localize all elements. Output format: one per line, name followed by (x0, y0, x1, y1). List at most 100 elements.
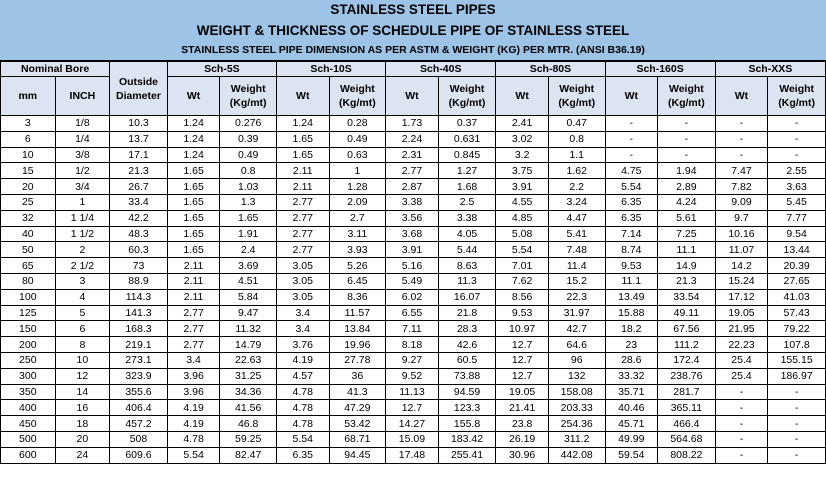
table-cell: 0.63 (328, 146, 387, 164)
table-cell: 40 (0, 225, 56, 243)
table-row: 25 1 33.4 1.65 1.3 2.77 2.09 3.38 2.5 4.55 3.24 6.3… (0, 193, 826, 211)
table-cell: 23.8 (495, 415, 549, 432)
table-cell: - (604, 130, 659, 148)
table-cell: 9.53 (495, 304, 549, 322)
table-cell: 32 (0, 209, 56, 227)
table-cell: 3 (0, 115, 56, 132)
table-cell: 4 (54, 288, 111, 306)
table-cell: 26.19 (495, 430, 549, 448)
table-cell: 12.7 (495, 336, 549, 353)
table-cell: 450 (0, 415, 56, 432)
table-cell: 203.33 (547, 399, 606, 417)
table-cell: 11.4 (547, 257, 606, 274)
table-cell: 7.47 (714, 162, 769, 180)
table-cell: 3 (54, 272, 111, 290)
table-cell: 3.93 (328, 241, 387, 259)
table-cell: 10 (54, 351, 111, 369)
table-cell: 42.7 (547, 320, 606, 338)
header-nominal-bore: Nominal Bore (0, 61, 111, 77)
header-mm: mm (0, 76, 56, 116)
table-cell: 23 (604, 336, 659, 353)
table-cell: 9.47 (219, 304, 277, 322)
table-cell: 47.29 (328, 399, 387, 417)
subheader-row: mm INCH Wt Weight (Kg/mt) Wt Weight (Kg/mt) Wt… (0, 76, 826, 116)
table-cell: 350 (0, 383, 56, 401)
table-cell: 11.07 (714, 241, 769, 259)
header-wt: Wt (604, 76, 659, 116)
table-cell: 1.24 (275, 115, 330, 132)
table-cell: 5.54 (604, 178, 659, 195)
table-cell: - (767, 430, 826, 448)
table-cell: 5.61 (657, 209, 716, 227)
table-cell: 1.65 (166, 178, 221, 195)
table-cell: 3.56 (385, 209, 439, 227)
table-cell: 17.48 (385, 446, 439, 464)
table-cell: 12.7 (495, 367, 549, 385)
table-cell: - (767, 146, 826, 164)
table-cell: 65 (0, 257, 56, 274)
table-cell: 79.22 (767, 320, 826, 338)
table-cell: 1.65 (166, 162, 221, 180)
table-cell: 155.8 (437, 415, 497, 432)
table-cell: - (657, 146, 716, 164)
table-cell: 0.39 (219, 130, 277, 148)
table-cell: 2.11 (166, 288, 221, 306)
table-cell: 4.47 (547, 209, 606, 227)
table-cell: 111.2 (657, 336, 716, 353)
table-cell: 457.2 (109, 415, 168, 432)
page-caption: STAINLESS STEEL PIPE DIMENSION AS PER AS… (181, 44, 645, 56)
table-cell: 0.8 (219, 162, 277, 180)
table-cell: 21.95 (714, 320, 769, 338)
table-cell: 5.54 (275, 430, 330, 448)
table-cell: 13.49 (604, 288, 659, 306)
table-cell: 1.91 (219, 225, 277, 243)
table-cell: 22.63 (219, 351, 277, 369)
table-cell: 300 (0, 367, 56, 385)
table-cell: 5.26 (328, 257, 387, 274)
table-cell: 141.3 (109, 304, 168, 322)
table-cell: 2.77 (166, 320, 221, 338)
table-cell: - (604, 115, 659, 132)
table-cell: 2 (54, 241, 111, 259)
table-cell: 21.3 (657, 272, 716, 290)
table-cell: - (767, 115, 826, 132)
table-cell: 4.78 (275, 399, 330, 417)
table-cell: 2.11 (275, 178, 330, 195)
table-cell: 238.76 (657, 367, 716, 385)
table-cell: 0.37 (437, 115, 497, 132)
table-cell: 30.96 (495, 446, 549, 464)
table-cell: 355.6 (109, 383, 168, 401)
table-cell: 5.41 (547, 225, 606, 243)
table-cell: 41.56 (219, 399, 277, 417)
table-cell: 9.54 (767, 225, 826, 243)
table-cell: - (714, 399, 769, 417)
table-cell: 53.42 (328, 415, 387, 432)
table-cell: 1.73 (385, 115, 439, 132)
table-cell: 1.65 (166, 241, 221, 259)
table-cell: 1.65 (219, 209, 277, 227)
table-cell: 3.38 (437, 209, 497, 227)
table-cell: 3.75 (495, 162, 549, 180)
table-cell: 2.11 (275, 162, 330, 180)
table-cell: 5.08 (495, 225, 549, 243)
table-cell: 466.4 (657, 415, 716, 432)
table-cell: 14 (54, 383, 111, 401)
table-cell: 406.4 (109, 399, 168, 417)
table-cell: 15.09 (385, 430, 439, 448)
table-cell: 1.1 (547, 146, 606, 164)
table-cell: 11.1 (657, 241, 716, 259)
table-cell: 125 (0, 304, 56, 322)
table-cell: - (767, 415, 826, 432)
table-cell: 9.7 (714, 209, 769, 227)
table-cell: 64.6 (547, 336, 606, 353)
header-weight: Weight (Kg/mt) (328, 76, 387, 116)
table-cell: 82.47 (219, 446, 277, 464)
table-cell: 49.11 (657, 304, 716, 322)
table-cell: 6 (54, 320, 111, 338)
table-cell: - (604, 146, 659, 164)
table-cell: 2.77 (385, 162, 439, 180)
table-cell: 255.41 (437, 446, 497, 464)
table-cell: 59.25 (219, 430, 277, 448)
table-cell: 2.11 (166, 272, 221, 290)
table-cell: - (714, 115, 769, 132)
